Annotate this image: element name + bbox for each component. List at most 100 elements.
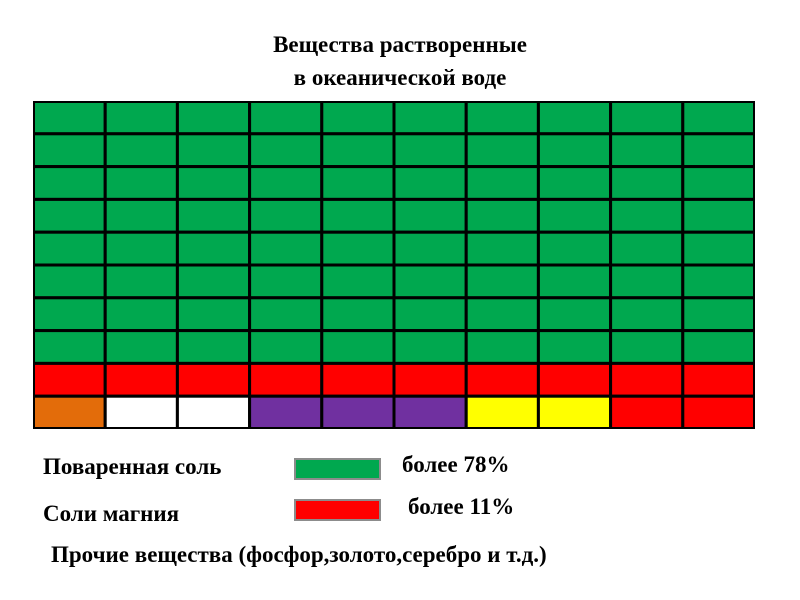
waffle-cell-salt	[33, 230, 107, 267]
waffle-cell-salt	[464, 263, 540, 300]
waffle-cell-salt	[248, 101, 324, 136]
waffle-cell-salt	[320, 101, 396, 136]
waffle-cell-salt	[681, 230, 755, 267]
waffle-cell-purple	[248, 394, 324, 429]
waffle-cell-salt	[536, 329, 613, 365]
waffle-cell-salt	[464, 329, 540, 365]
waffle-cell-salt	[464, 230, 540, 267]
waffle-cell-salt	[464, 165, 540, 201]
waffle-cell-salt	[33, 263, 107, 300]
waffle-cell-salt	[464, 296, 540, 333]
waffle-cell-magnesium	[103, 361, 179, 398]
waffle-cell-salt	[33, 101, 107, 136]
waffle-cell-salt	[681, 197, 755, 234]
legend-swatch-magnesium	[294, 499, 381, 521]
waffle-cell-salt	[103, 197, 179, 234]
waffle-cell-salt	[175, 230, 252, 267]
waffle-cell-salt	[536, 197, 613, 234]
waffle-cell-salt	[248, 296, 324, 333]
waffle-cell-salt	[392, 296, 468, 333]
waffle-cell-purple	[320, 394, 396, 429]
waffle-cell-salt	[33, 197, 107, 234]
legend-swatch-salt	[294, 458, 381, 480]
waffle-cell-purple	[392, 394, 468, 429]
waffle-cell-magnesium	[681, 361, 755, 398]
waffle-cell-salt	[248, 132, 324, 169]
waffle-cell-magnesium	[33, 361, 107, 398]
waffle-cell-salt	[536, 230, 613, 267]
waffle-cell-magnesium	[464, 361, 540, 398]
waffle-cell-salt	[464, 101, 540, 136]
waffle-cell-salt	[536, 296, 613, 333]
waffle-cell-magnesium	[536, 361, 613, 398]
waffle-cell-salt	[175, 132, 252, 169]
waffle-cell-salt	[609, 197, 685, 234]
waffle-cell-salt	[392, 263, 468, 300]
waffle-cell-salt	[320, 230, 396, 267]
waffle-cell-salt	[320, 132, 396, 169]
waffle-cell-salt	[609, 230, 685, 267]
waffle-cell-salt	[681, 329, 755, 365]
legend-value-salt: более 78%	[402, 452, 510, 477]
legend-label-salt: Поваренная соль	[43, 454, 222, 479]
waffle-cell-salt	[681, 165, 755, 201]
waffle-cell-salt	[392, 132, 468, 169]
waffle-cell-salt	[103, 329, 179, 365]
chart-title-line-1: Вещества растворенные	[273, 32, 527, 57]
waffle-cell-salt	[609, 263, 685, 300]
waffle-cell-salt	[392, 230, 468, 267]
waffle-cell-salt	[33, 329, 107, 365]
waffle-cell-salt	[103, 263, 179, 300]
waffle-cell-yellow	[464, 394, 540, 429]
waffle-cell-magnesium	[609, 394, 685, 429]
waffle-cell-salt	[536, 263, 613, 300]
waffle-cell-salt	[320, 263, 396, 300]
waffle-cell-magnesium	[609, 361, 685, 398]
waffle-cell-white	[175, 394, 252, 429]
waffle-cell-orange	[33, 394, 107, 429]
waffle-cell-salt	[320, 329, 396, 365]
waffle-cell-salt	[320, 296, 396, 333]
waffle-cell-salt	[33, 132, 107, 169]
legend-value-magnesium: более 11%	[408, 494, 515, 519]
waffle-cell-salt	[392, 165, 468, 201]
waffle-cell-salt	[175, 263, 252, 300]
waffle-cell-magnesium	[248, 361, 324, 398]
waffle-cell-salt	[33, 165, 107, 201]
waffle-cell-salt	[175, 165, 252, 201]
waffle-cell-salt	[609, 101, 685, 136]
waffle-cell-salt	[609, 329, 685, 365]
waffle-cell-salt	[464, 197, 540, 234]
waffle-cell-salt	[103, 132, 179, 169]
waffle-cell-magnesium	[320, 361, 396, 398]
waffle-cell-salt	[320, 165, 396, 201]
waffle-cell-salt	[175, 101, 252, 136]
chart-title: Вещества растворенные в океанической вод…	[0, 28, 800, 94]
waffle-cell-salt	[103, 165, 179, 201]
waffle-cell-salt	[175, 296, 252, 333]
other-substances-note: Прочие вещества (фосфор,золото,серебро и…	[51, 542, 547, 567]
chart-title-line-2: в океанической воде	[293, 65, 507, 90]
waffle-cell-salt	[392, 101, 468, 136]
waffle-cell-yellow	[536, 394, 613, 429]
waffle-cell-magnesium	[392, 361, 468, 398]
waffle-cell-salt	[248, 197, 324, 234]
waffle-cell-salt	[609, 296, 685, 333]
waffle-cell-magnesium	[175, 361, 252, 398]
waffle-cell-salt	[33, 296, 107, 333]
waffle-cell-salt	[103, 296, 179, 333]
waffle-cell-salt	[681, 263, 755, 300]
waffle-cell-salt	[103, 101, 179, 136]
waffle-cell-salt	[248, 263, 324, 300]
waffle-cell-salt	[392, 329, 468, 365]
waffle-cell-salt	[536, 101, 613, 136]
legend-label-magnesium: Соли магния	[43, 501, 180, 526]
waffle-cell-magnesium	[681, 394, 755, 429]
waffle-cell-salt	[609, 132, 685, 169]
waffle-cell-salt	[464, 132, 540, 169]
waffle-cell-salt	[392, 197, 468, 234]
waffle-cell-salt	[175, 197, 252, 234]
waffle-cell-salt	[248, 329, 324, 365]
waffle-cell-salt	[681, 296, 755, 333]
waffle-cell-salt	[536, 165, 613, 201]
